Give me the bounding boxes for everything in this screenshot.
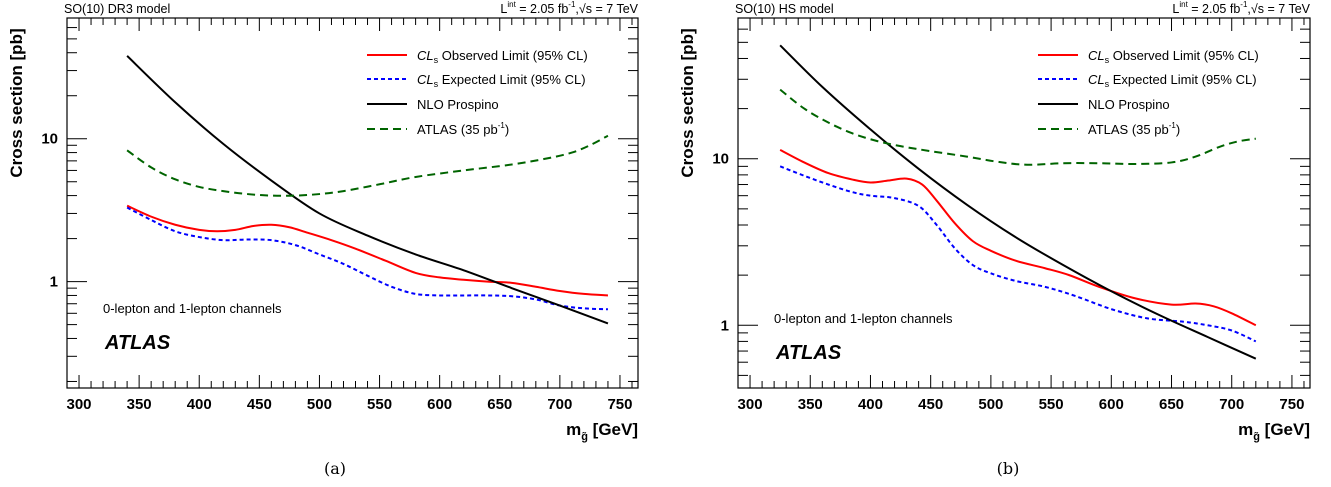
series-line-2 [126,206,608,311]
x-tick-label: 400 [187,396,212,413]
header-luminosity-value: = 2.05 fb [1188,2,1241,16]
x-axis-title: mg̃ [GeV] [566,420,638,443]
legend-entry-text: ATLAS (35 pb [417,122,498,137]
legend-entry-4: ATLAS (35 pb-1) [1088,121,1180,137]
series-line-1 [126,204,609,297]
legend: CLs Observed Limit (95% CL)CLs Expected … [1038,48,1259,137]
x-tick-label: 400 [858,396,883,413]
legend-cl-subscript: s [434,55,439,65]
legend-entry-end: ) [1176,122,1180,137]
series-line-4 [126,134,609,197]
header-luminosity: Lint = 2.05 fb-1,√s = 7 TeV [500,0,638,16]
x-tick-label: 650 [487,396,512,413]
x-tick-label: 700 [1219,396,1244,413]
y-tick-label: 1 [721,317,729,334]
legend-cl: CL [1088,48,1105,63]
chart-panel-b: 300 350 400 450 500 550 600 650 700 750 1 10 Cross s… [678,0,1311,478]
legend-cl-subscript: s [1105,79,1110,89]
y-tick-label: 1 [50,274,58,291]
x-tick-label: 500 [307,396,332,413]
plot-frame [66,17,639,389]
x-tick-label: 350 [798,396,823,413]
x-axis-title-subscript: g̃ [581,431,588,443]
legend-entry-2: CLs Expected Limit (95% CL) [1088,72,1257,89]
legend-cl-subscript: s [434,79,439,89]
series-line-4 [779,88,1256,166]
legend-entry-superscript: -1 [1169,121,1177,130]
x-tick-label: 450 [918,396,943,413]
legend-entry-text: ATLAS (35 pb [1088,122,1169,137]
legend-entry-4: ATLAS (35 pb-1) [417,121,509,137]
series-line-3 [126,55,609,325]
header-luminosity-L: L [1172,2,1179,16]
legend-cl: CL [417,48,434,63]
y-tick-label: 10 [712,151,729,168]
legend-entry-1: CLs Observed Limit (95% CL) [417,48,588,65]
header-model-name: SO(10) DR3 model [64,2,170,16]
x-tick-label: 350 [127,396,152,413]
header-luminosity-int: int [507,0,516,9]
series-line-2 [779,165,1257,343]
x-tick-label: 750 [1279,396,1304,413]
legend-cl-subscript: s [1105,55,1110,65]
x-tick-label: 300 [738,396,763,413]
x-tick-label: 750 [607,396,632,413]
x-axis-title-unit: [GeV] [1260,420,1310,439]
x-axis-title-unit: [GeV] [588,420,638,439]
legend-entry-text: Observed Limit (95% CL) [438,48,588,63]
series-group [126,55,609,325]
legend-entry-text: Observed Limit (95% CL) [1109,48,1259,63]
x-axis-title-m: m [1238,420,1253,439]
header-model-name: SO(10) HS model [735,2,834,16]
legend-entry-3: NLO Prospino [417,97,499,112]
x-tick-label: 500 [978,396,1003,413]
x-axis-title-m: m [566,420,581,439]
header-energy: ,√s = 7 TeV [1247,2,1310,16]
atlas-label: ATLAS [104,332,171,354]
x-tick-label: 300 [67,396,92,413]
x-tick-label: 650 [1159,396,1184,413]
legend-entry-text: Expected Limit (95% CL) [438,72,585,87]
channels-annotation: 0-lepton and 1-lepton channels [103,301,282,316]
legend-entry-text: Expected Limit (95% CL) [1109,72,1256,87]
subfigure-caption: (a) [324,459,346,478]
header-luminosity-value: = 2.05 fb [516,2,569,16]
legend-entry-2: CLs Expected Limit (95% CL) [417,72,586,89]
y-axis-title: Cross section [pb] [7,28,26,177]
series-group [779,44,1257,360]
atlas-label: ATLAS [775,342,842,364]
legend-entry-superscript: -1 [498,121,506,130]
legend-entry-1: CLs Observed Limit (95% CL) [1088,48,1259,65]
x-tick-label: 600 [1099,396,1124,413]
subfigure-caption: (b) [997,459,1020,478]
x-axis-title-subscript: g̃ [1253,431,1260,443]
header-luminosity-inv: -1 [1240,0,1248,9]
legend-entry-end: ) [505,122,509,137]
legend: CLs Observed Limit (95% CL)CLs Expected … [367,48,588,137]
series-line-1 [779,149,1257,327]
header-luminosity-L: L [500,2,507,16]
series-line-3 [779,44,1257,360]
legend-entry-3: NLO Prospino [1088,97,1170,112]
header-energy: ,√s = 7 TeV [575,2,638,16]
y-axis-title: Cross section [pb] [678,28,697,177]
x-tick-label: 700 [547,396,572,413]
x-axis-title: mg̃ [GeV] [1238,420,1310,443]
chart-panel-a: 300 350 400 450 500 550 600 650 700 750 1 10 Cross s… [7,0,639,478]
header-luminosity-inv: -1 [568,0,576,9]
legend-cl: CL [417,72,434,87]
y-tick-label: 10 [41,131,58,148]
x-tick-label: 600 [427,396,452,413]
x-tick-label: 450 [247,396,272,413]
x-tick-label: 550 [1039,396,1064,413]
header-luminosity: Lint = 2.05 fb-1,√s = 7 TeV [1172,0,1310,16]
channels-annotation: 0-lepton and 1-lepton channels [774,311,953,326]
header-luminosity-int: int [1179,0,1188,9]
legend-cl: CL [1088,72,1105,87]
x-tick-label: 550 [367,396,392,413]
plot-frame [737,17,1311,389]
